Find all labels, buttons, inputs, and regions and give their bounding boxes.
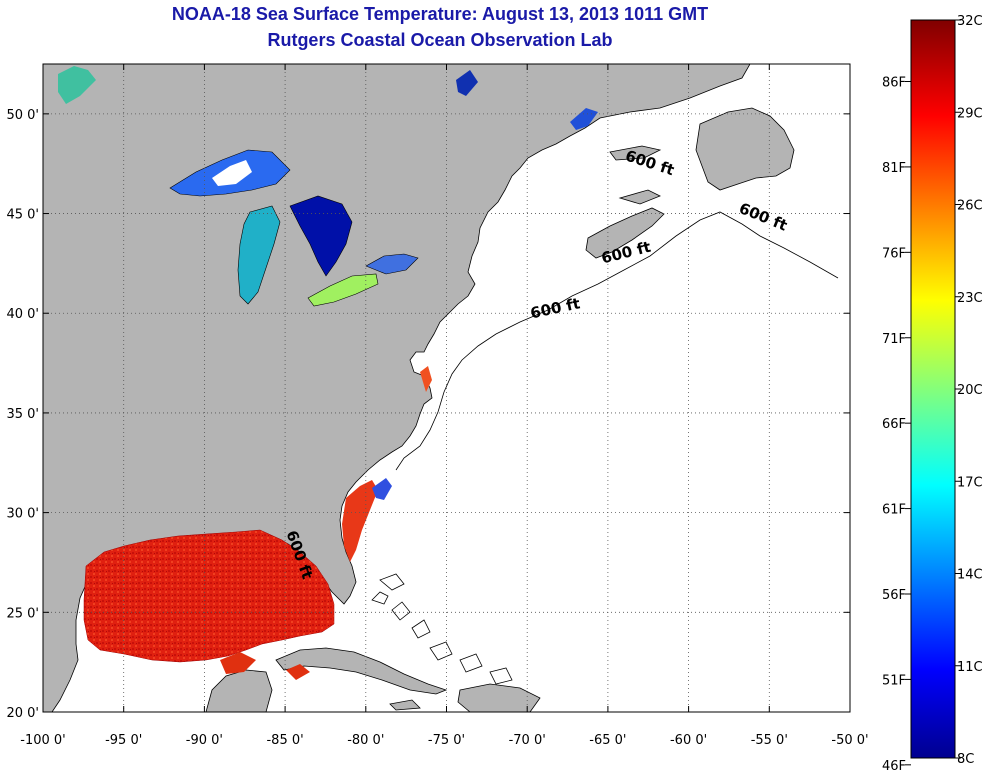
colorbar-label-f: 51F [882,673,906,688]
james-bay-patch [456,70,478,96]
x-tick-label: -75 0' [428,733,465,748]
colorbar-label-f: 61F [882,503,906,518]
y-tick-label: 25 0' [6,606,39,621]
y-tick-label: 20 0' [6,706,39,721]
isobath-600ft [395,211,839,471]
lake-ontario [365,253,419,275]
x-tick-label: -80 0' [347,733,384,748]
x-tick-label: -50 0' [831,733,868,748]
land-jamaica [389,699,421,711]
sst-chesapeake [420,366,432,392]
colorbar-label-c: 23C [957,291,983,306]
colorbar-label-c: 26C [957,199,983,214]
colorbar-label-f: 76F [882,246,906,261]
colorbar-label-c: 14C [957,568,983,583]
colorbar-label-c: 17C [957,475,983,490]
y-tick-label: 35 0' [6,407,39,422]
x-tick-label: -95 0' [105,733,142,748]
land-pei [618,189,661,205]
colorbar-label-c: 29C [957,106,983,121]
colorbar-label-c: 20C [957,383,983,398]
lake-winnipeg-patch [58,66,96,104]
colorbar-fahrenheit-labels: 86F 81F 76F 71F 66F 61F 56F 51F 46F [882,76,911,770]
colorbar-label-c: 32C [957,14,983,29]
colorbar-label-c: 8C [957,752,974,767]
sst-atlantic-carolina [372,478,392,500]
colorbar-celsius-labels: 32C 29C 26C 23C 20C 17C 14C 11C 8C [955,14,983,767]
y-tick-label: 50 0' [6,108,39,123]
lake-michigan [237,205,281,305]
y-tick-label: 45 0' [6,208,39,223]
lake-huron [289,195,353,277]
colorbar-label-f: 56F [882,588,906,603]
x-tick-label: -85 0' [266,733,303,748]
bahamas-islands [371,573,513,685]
colorbar-label-c: 11C [957,660,983,675]
x-tick-label: -55 0' [751,733,788,748]
gridlines [43,64,850,712]
colorbar [910,19,956,759]
y-tick-label: 40 0' [6,307,39,322]
land-cuba [275,647,448,695]
land-nova-scotia [585,207,665,259]
colorbar-label-f: 46F [882,759,906,770]
colorbar-label-f: 81F [882,161,906,176]
lake-erie [307,273,379,307]
land-yucatan [205,669,273,712]
land-anticosti [609,145,662,161]
chart-subtitle: Rutgers Coastal Ocean Observation Lab [267,30,613,50]
x-tick-label: -65 0' [589,733,626,748]
land-hispaniola [457,683,541,712]
x-axis-ticks: -100 0' -95 0' -90 0' -85 0' -80 0' -75 0' -70… [20,64,869,748]
colorbar-label-f: 71F [882,332,906,347]
x-tick-label: -60 0' [670,733,707,748]
x-tick-label: -100 0' [20,733,65,748]
x-tick-label: -90 0' [186,733,223,748]
colorbar-label-f: 66F [882,417,906,432]
sst-atlantic-florida [342,480,378,562]
colorbar-label-f: 86F [882,76,906,91]
sst-gulf-patches [220,652,310,680]
lake-superior-clouds [212,160,252,186]
x-tick-label: -70 0' [509,733,546,748]
chart-title: NOAA-18 Sea Surface Temperature: August … [171,4,709,24]
y-tick-label: 30 0' [6,507,39,522]
sst-gulf-of-mexico [83,529,335,663]
y-axis-ticks: 20 0' 25 0' 30 0' 35 0' 40 0' 45 0' 50 0' [6,108,850,721]
